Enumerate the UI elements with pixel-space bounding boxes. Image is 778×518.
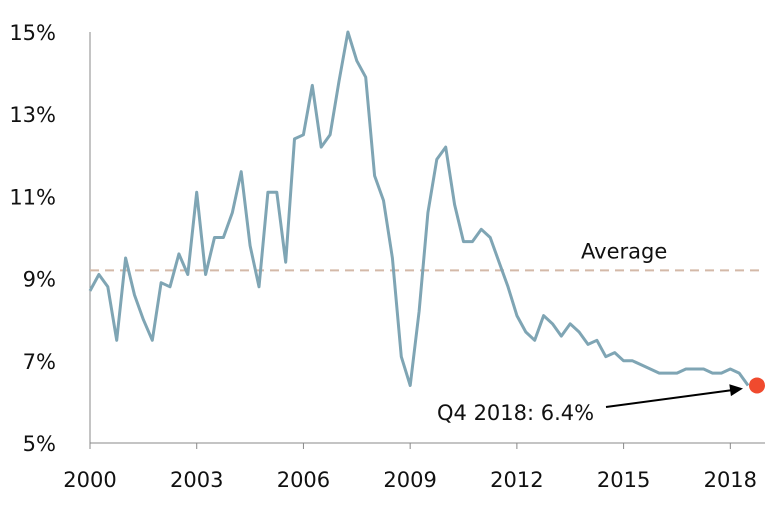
- data-point: [738, 372, 741, 375]
- data-point: [329, 133, 332, 136]
- data-point: [257, 285, 260, 288]
- data-point: [409, 384, 412, 387]
- data-point: [231, 211, 234, 214]
- data-point: [711, 372, 714, 375]
- data-point: [177, 252, 180, 255]
- data-point: [462, 240, 465, 243]
- data-point: [204, 273, 207, 276]
- data-point: [364, 76, 367, 79]
- x-tick-label: 2006: [277, 468, 330, 492]
- data-point: [266, 191, 269, 194]
- data-point: [284, 261, 287, 264]
- x-tick-label: 2015: [597, 468, 650, 492]
- data-point: [133, 294, 136, 297]
- y-tick-label: 13%: [9, 103, 56, 127]
- data-point: [169, 285, 172, 288]
- data-point: [97, 273, 100, 276]
- data-point: [186, 273, 189, 276]
- y-tick-label: 15%: [9, 21, 56, 45]
- data-point: [684, 368, 687, 371]
- data-point: [338, 80, 341, 83]
- x-tick-label: 2009: [383, 468, 436, 492]
- data-point: [355, 59, 358, 62]
- data-point: [667, 372, 670, 375]
- average-label: Average: [581, 239, 667, 263]
- data-point: [222, 236, 225, 239]
- y-axis: 5% 7% 9% 11% 13% 15%: [9, 21, 91, 456]
- data-point: [249, 244, 252, 247]
- data-point: [453, 203, 456, 206]
- data-point: [515, 314, 518, 317]
- data-point: [115, 339, 118, 342]
- data-point: [373, 174, 376, 177]
- data-point: [622, 359, 625, 362]
- data-point: [693, 368, 696, 371]
- data-point: [498, 261, 501, 264]
- data-point: [595, 339, 598, 342]
- data-point: [729, 368, 732, 371]
- data-point: [506, 285, 509, 288]
- data-point: [569, 322, 572, 325]
- y-tick-label: 11%: [9, 185, 56, 209]
- data-point: [444, 146, 447, 149]
- x-tick-label: 2012: [490, 468, 543, 492]
- data-point: [293, 137, 296, 140]
- data-point: [89, 289, 92, 292]
- annotation-arrowhead: [729, 384, 743, 397]
- annotation-arrow: [605, 388, 734, 408]
- series-points: [89, 31, 750, 387]
- data-point: [524, 331, 527, 334]
- data-point: [302, 133, 305, 136]
- data-point: [195, 191, 198, 194]
- data-point: [106, 285, 109, 288]
- x-tick-label: 2018: [704, 468, 757, 492]
- data-point: [578, 331, 581, 334]
- data-point: [587, 343, 590, 346]
- y-tick-label: 7%: [23, 350, 56, 374]
- data-point: [658, 372, 661, 375]
- data-point: [240, 170, 243, 173]
- data-point: [426, 211, 429, 214]
- data-point: [560, 335, 563, 338]
- y-tick-label: 9%: [23, 268, 56, 292]
- data-point: [613, 351, 616, 354]
- data-point: [142, 318, 145, 321]
- data-point: [311, 84, 314, 87]
- data-point: [391, 257, 394, 260]
- data-point: [160, 281, 163, 284]
- data-point: [275, 191, 278, 194]
- series-line: [88, 30, 750, 387]
- data-point: [551, 322, 554, 325]
- data-point: [400, 355, 403, 358]
- y-tick-label: 5%: [23, 432, 56, 456]
- data-point: [213, 236, 216, 239]
- data-point: [382, 199, 385, 202]
- data-point: [124, 257, 127, 260]
- highlight-label: Q4 2018: 6.4%: [437, 401, 594, 425]
- data-point: [418, 310, 421, 313]
- x-tick-label: 2000: [63, 468, 116, 492]
- data-point: [480, 228, 483, 231]
- data-point: [640, 363, 643, 366]
- data-point: [435, 158, 438, 161]
- data-point: [702, 368, 705, 371]
- data-point: [720, 372, 723, 375]
- data-point: [542, 314, 545, 317]
- data-point: [631, 359, 634, 362]
- data-point: [533, 339, 536, 342]
- data-point: [489, 236, 492, 239]
- data-point: [675, 372, 678, 375]
- x-axis: 2000 2003 2006 2009 2012 2015 2018: [63, 442, 765, 492]
- data-point: [151, 339, 154, 342]
- data-point: [604, 355, 607, 358]
- highlight-point: [749, 377, 765, 394]
- data-point: [649, 368, 652, 371]
- x-tick-label: 2003: [170, 468, 223, 492]
- data-point: [471, 240, 474, 243]
- data-point: [320, 146, 323, 149]
- data-point: [346, 31, 349, 34]
